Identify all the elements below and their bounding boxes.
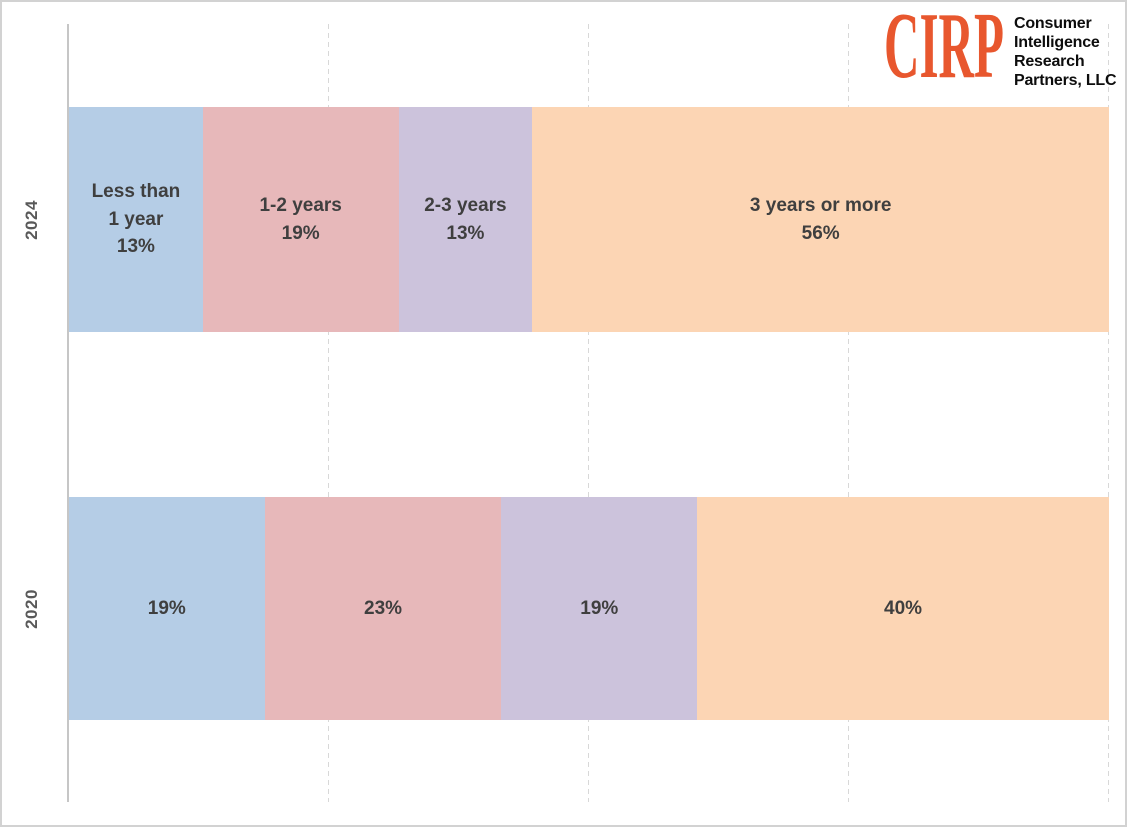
bar-segment-label: 40% xyxy=(884,597,923,619)
cirp-logo: CIRP Consumer Intelligence Research Part… xyxy=(884,8,1117,90)
logo-name-line: Research xyxy=(1014,53,1085,70)
bar-segment-label: 23% xyxy=(364,597,403,619)
plot-area: Less than 1 year 13% 1-2 years 19% 2-3 y… xyxy=(67,24,1109,802)
logo-name-line: Intelligence xyxy=(1014,34,1100,51)
cirp-logo-text: CIRP xyxy=(884,8,1004,86)
bar-segment-label: 1-2 years 19% xyxy=(259,194,342,244)
bar-segment-2-3-years: 19% xyxy=(501,497,698,720)
bar-segment-label: 19% xyxy=(147,597,186,619)
bar-segment-label: 3 years or more 56% xyxy=(749,194,892,244)
bar-segment-1-2-years: 23% xyxy=(264,497,502,720)
bar-segment-2-3-years: 2-3 years 13% xyxy=(398,107,533,332)
gridline-100pct xyxy=(1108,24,1109,802)
bar-segment-label: Less than 1 year 13% xyxy=(91,181,181,258)
cirp-logo-name: Consumer Intelligence Research Partners,… xyxy=(1014,14,1117,90)
bar-segment-label: 2-3 years 13% xyxy=(424,194,507,244)
logo-name-line: Partners, LLC xyxy=(1014,72,1117,89)
bar-segment-3-years-or-more: 3 years or more 56% xyxy=(532,107,1109,332)
y-axis-label-2020: 2020 xyxy=(22,589,41,629)
bar-segment-1-2-years: 1-2 years 19% xyxy=(202,107,399,332)
logo-name-line: Consumer xyxy=(1014,15,1092,32)
bar-segment-3-years-or-more: 40% xyxy=(697,497,1109,720)
cirp-logo-acronym: CIRP xyxy=(884,8,1004,86)
gridline-25pct xyxy=(328,24,329,802)
gridline-75pct xyxy=(848,24,849,802)
bar-segment-less-than-1-year: Less than 1 year 13% xyxy=(69,107,203,332)
bar-segment-label: 19% xyxy=(580,597,619,619)
bar-row-2024: Less than 1 year 13% 1-2 years 19% 2-3 y… xyxy=(69,107,1109,332)
bar-segment-less-than-1-year: 19% xyxy=(69,497,265,720)
bar-row-2020: 19% 23% 19% 40% xyxy=(69,497,1109,720)
y-axis-label-2024: 2024 xyxy=(22,200,41,240)
gridline-50pct xyxy=(588,24,589,802)
